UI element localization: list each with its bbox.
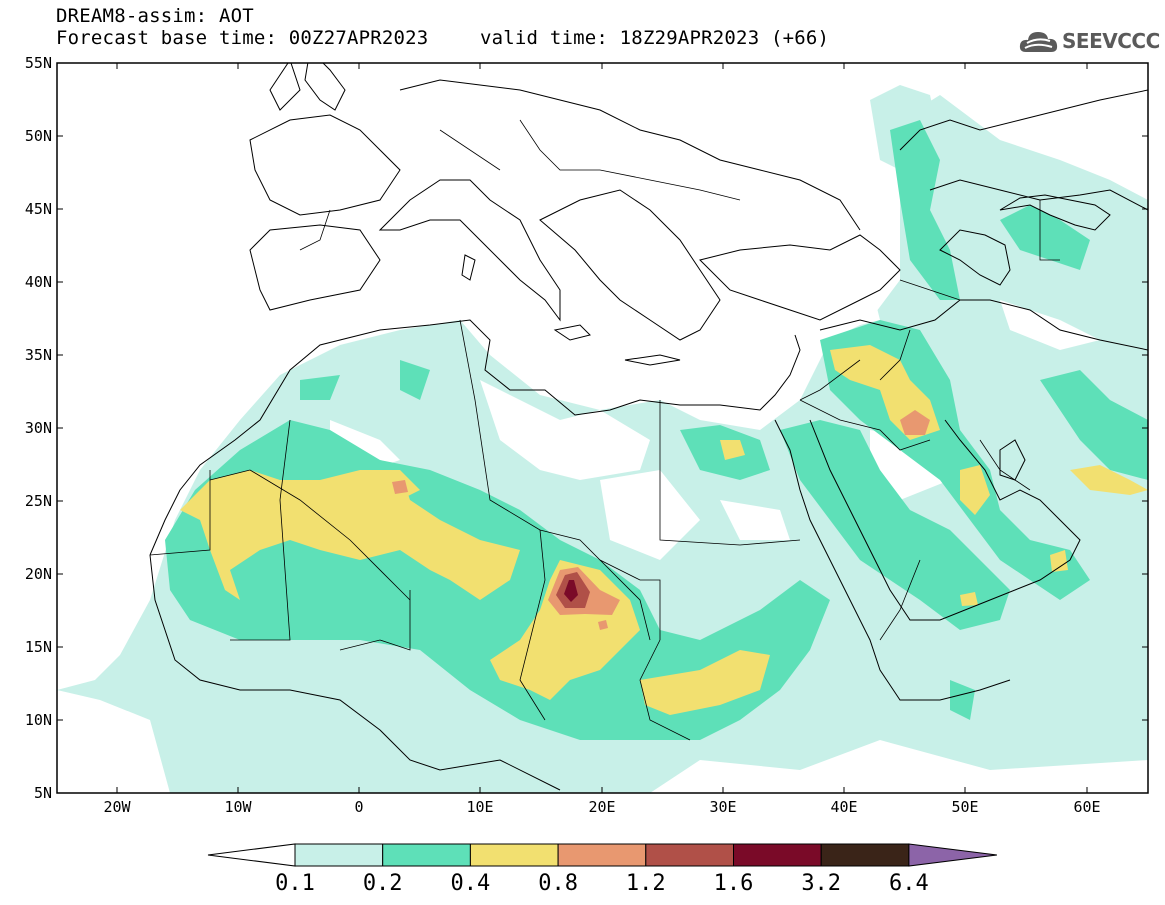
lon-tick-label: 10W: [224, 798, 252, 816]
colorbar-segment: [382, 843, 471, 867]
colorbar-segment: [557, 843, 647, 867]
colorbar-segment: [820, 843, 910, 867]
lat-tick-label: 55N: [25, 54, 52, 72]
colorbar-label: 3.2: [801, 871, 841, 896]
lon-tick-label: 60E: [1073, 798, 1100, 816]
aot-field: [57, 63, 1148, 793]
lon-tick-label: 0: [354, 798, 363, 816]
colorbar-label: 1.2: [626, 871, 666, 896]
cloud-logo-icon: [1019, 32, 1058, 52]
lat-tick-label: 35N: [25, 346, 52, 364]
lat-tick-labels: 55N 50N 45N 40N 35N 30N 25N 20N 15N 10N …: [25, 54, 52, 802]
seevccc-logo: SEEVCCC: [1018, 26, 1160, 58]
lon-tick-label: 40E: [830, 798, 857, 816]
lat-tick-label: 45N: [25, 200, 52, 218]
aot-level-1.6: [564, 580, 578, 602]
lat-tick-label: 50N: [25, 127, 52, 145]
country-borders: [149, 119, 1060, 741]
colorbar-lower-arrow: [207, 843, 296, 867]
lon-tick-marks: [116, 63, 1088, 793]
forecast-base-time: Forecast base time: 00Z27APR2023: [56, 27, 429, 49]
colorbar-label: 0.4: [451, 871, 491, 896]
logo-text: SEEVCCC: [1062, 29, 1160, 53]
lat-tick-label: 10N: [25, 711, 52, 729]
lat-tick-label: 20N: [25, 565, 52, 583]
valid-time: valid time: 18Z29APR2023 (+66): [480, 27, 830, 49]
colorbar-label: 6.4: [889, 871, 929, 896]
colorbar-segment: [645, 843, 734, 867]
colorbar-label: 0.8: [538, 871, 578, 896]
lat-tick-label: 5N: [34, 784, 52, 802]
lat-tick-label: 15N: [25, 638, 52, 656]
lat-tick-marks: [57, 135, 1148, 721]
colorbar-label: 0.2: [363, 871, 403, 896]
colorbar-label: 0.1: [275, 871, 315, 896]
lon-tick-label: 10E: [466, 798, 493, 816]
lon-tick-label: 50E: [951, 798, 978, 816]
lat-tick-label: 40N: [25, 273, 52, 291]
lat-tick-label: 25N: [25, 492, 52, 510]
aot-level-0.4: [180, 345, 1148, 715]
colorbar-segment: [469, 843, 559, 867]
colorbar: 0.1 0.2 0.4 0.8 1.2 1.6 3.2 6.4: [207, 843, 997, 896]
colorbar-segment: [733, 843, 822, 867]
map-title: DREAM8-assim: AOT: [56, 5, 254, 27]
colorbar-label: 1.6: [714, 871, 754, 896]
colorbar-upper-arrow: [908, 843, 997, 867]
colorbar-segment: [294, 843, 384, 867]
lon-tick-label: 30E: [709, 798, 736, 816]
lon-tick-label: 20W: [103, 798, 131, 816]
lon-tick-labels: 20W 10W 0 10E 20E 30E 40E 50E 60E: [103, 798, 1100, 816]
lon-tick-label: 20E: [588, 798, 615, 816]
lat-tick-label: 30N: [25, 419, 52, 437]
